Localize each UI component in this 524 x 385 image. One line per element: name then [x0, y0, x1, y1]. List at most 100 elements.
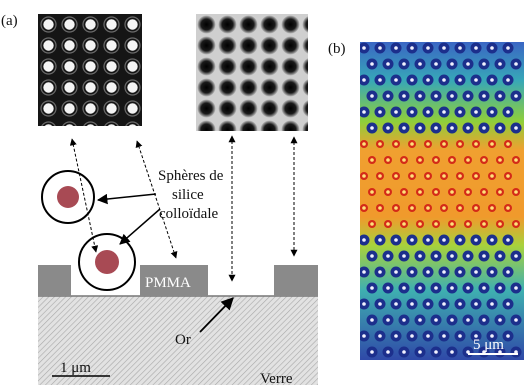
- map-spot: [464, 156, 472, 164]
- map-spot: [512, 220, 520, 228]
- map-spot: [368, 156, 376, 164]
- map-spot: [502, 330, 514, 342]
- spheres-label-line3: colloïdale: [159, 206, 218, 222]
- map-spot: [502, 266, 514, 278]
- spheres-pointer-upper: [96, 193, 157, 205]
- map-spot: [392, 204, 400, 212]
- map-spot: [496, 156, 504, 164]
- map-spot: [502, 234, 514, 246]
- map-spot: [472, 204, 480, 212]
- map-spot: [470, 234, 482, 246]
- map-spot: [478, 90, 490, 102]
- map-spot: [486, 42, 498, 54]
- map-spot: [438, 234, 450, 246]
- map-spot: [382, 122, 394, 134]
- map-spot: [510, 122, 522, 134]
- map-spot: [398, 314, 410, 326]
- map-spot: [360, 298, 370, 310]
- map-spot: [510, 282, 522, 294]
- map-spot: [366, 282, 378, 294]
- glass-label: Verre: [260, 371, 293, 385]
- map-spots: [360, 42, 522, 358]
- map-spot: [366, 90, 378, 102]
- map-spot: [422, 234, 434, 246]
- map-spot: [454, 74, 466, 86]
- map-spot: [416, 188, 424, 196]
- map-spot: [462, 282, 474, 294]
- map-spot: [430, 90, 442, 102]
- map-spot: [360, 330, 370, 342]
- map-spot: [496, 188, 504, 196]
- map-spot: [504, 172, 512, 180]
- map-spot: [408, 204, 416, 212]
- map-spot: [384, 188, 392, 196]
- map-spot: [472, 172, 480, 180]
- map-spot: [438, 298, 450, 310]
- map-spot: [432, 156, 440, 164]
- map-spot: [504, 140, 512, 148]
- map-spot: [494, 282, 506, 294]
- map-spot: [446, 122, 458, 134]
- map-spot: [374, 266, 386, 278]
- map-spot: [446, 346, 458, 358]
- map-spot: [486, 106, 498, 118]
- map-spot: [486, 234, 498, 246]
- map-spot: [510, 314, 522, 326]
- silica-sphere-lower: [78, 233, 136, 291]
- map-spot: [406, 42, 418, 54]
- map-spot: [510, 90, 522, 102]
- map-spot: [374, 106, 386, 118]
- map-spot: [478, 314, 490, 326]
- map-spot: [462, 314, 474, 326]
- map-spot: [398, 58, 410, 70]
- map-spot: [446, 314, 458, 326]
- map-spot: [360, 106, 370, 118]
- map-spot: [360, 140, 368, 148]
- map-spot: [414, 346, 426, 358]
- map-spot: [510, 58, 522, 70]
- map-spot: [414, 250, 426, 262]
- map-spot: [368, 220, 376, 228]
- map-spot: [422, 298, 434, 310]
- map-spot: [470, 74, 482, 86]
- map-spot: [502, 298, 514, 310]
- map-spot: [382, 250, 394, 262]
- scale-bar-b-label: 5 μm: [473, 337, 504, 353]
- map-spot: [448, 220, 456, 228]
- map-spot: [366, 58, 378, 70]
- map-spot: [454, 106, 466, 118]
- map-spot: [430, 58, 442, 70]
- map-spot: [390, 266, 402, 278]
- spheres-label-line1: Sphères de: [158, 168, 224, 184]
- map-spot: [360, 74, 370, 86]
- map-spot: [438, 106, 450, 118]
- map-spot: [446, 250, 458, 262]
- map-spot: [360, 234, 370, 246]
- map-spot: [374, 298, 386, 310]
- map-spot: [406, 266, 418, 278]
- map-spot: [382, 346, 394, 358]
- map-spot: [382, 90, 394, 102]
- pmma-block-right: [274, 265, 318, 296]
- map-spot: [432, 220, 440, 228]
- map-spot: [454, 266, 466, 278]
- map-spot: [488, 204, 496, 212]
- map-spot: [398, 90, 410, 102]
- map-spot: [360, 172, 368, 180]
- map-spot: [384, 156, 392, 164]
- map-spot: [462, 250, 474, 262]
- map-spot: [470, 106, 482, 118]
- map-spot: [454, 298, 466, 310]
- map-spot: [504, 204, 512, 212]
- map-spot: [360, 42, 370, 54]
- map-spot: [486, 74, 498, 86]
- map-spot: [494, 250, 506, 262]
- pmma-block-left: [38, 265, 71, 296]
- map-spot: [446, 58, 458, 70]
- micrograph-dots-dark: [196, 14, 308, 131]
- map-spot: [414, 282, 426, 294]
- scale-bar-a-label: 1 μm: [60, 360, 91, 376]
- map-spot: [422, 74, 434, 86]
- map-spot: [438, 42, 450, 54]
- map-spot: [390, 106, 402, 118]
